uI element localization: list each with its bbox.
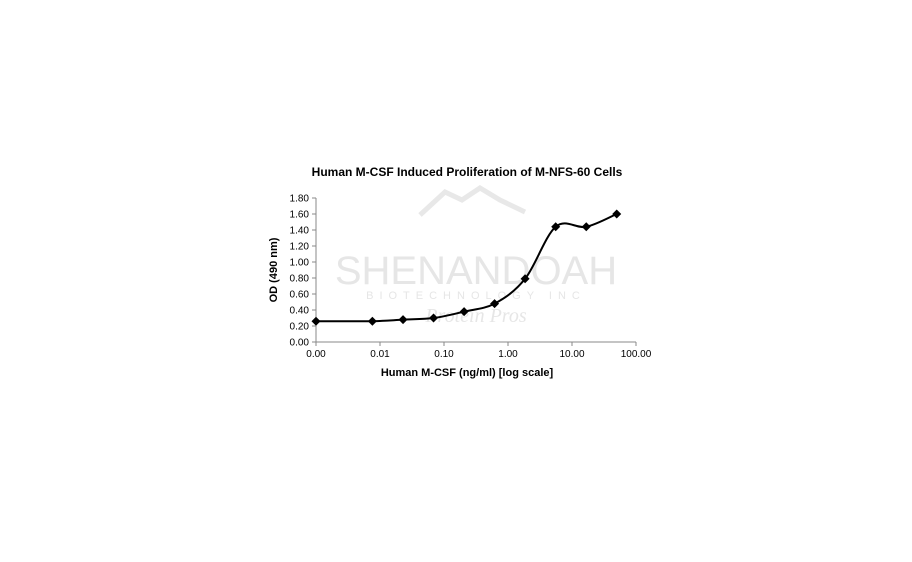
x-tick-label: 0.01 — [370, 349, 390, 360]
watermark-mountain-icon — [418, 185, 527, 217]
x-tick-label: 100.00 — [621, 349, 652, 360]
y-tick-label: 1.60 — [290, 210, 310, 221]
series-line — [315, 213, 618, 323]
data-point — [367, 316, 377, 326]
data-point — [551, 222, 561, 232]
x-tick-label: 0.00 — [306, 349, 326, 360]
x-tick-label: 0.10 — [434, 349, 454, 360]
watermark-sub: BIOTECHNOLOGY INC — [366, 290, 586, 302]
data-point — [429, 313, 439, 323]
x-axis-label: Human M-CSF (ng/ml) [log scale] — [381, 367, 554, 379]
chart-title: Human M-CSF Induced Proliferation of M-N… — [312, 165, 623, 179]
x-tick-label: 10.00 — [559, 349, 584, 360]
y-tick-label: 1.20 — [290, 242, 310, 253]
watermark-tagline: Protein Pros — [424, 305, 527, 327]
x-tick-label: 1.00 — [498, 349, 518, 360]
y-tick-label: 0.80 — [290, 274, 310, 285]
y-tick-label: 0.00 — [290, 338, 310, 349]
data-point — [581, 222, 591, 232]
data-point — [398, 315, 408, 325]
y-axis-label: OD (490 nm) — [268, 237, 280, 302]
y-tick-label: 0.60 — [290, 290, 310, 301]
data-point — [490, 299, 500, 309]
watermark-name: SHENANDOAH — [335, 249, 617, 293]
data-point — [311, 316, 321, 326]
y-tick-label: 0.20 — [290, 322, 310, 333]
y-tick-label: 1.80 — [290, 194, 310, 205]
data-point — [459, 307, 469, 317]
watermark: SHENANDOAH BIOTECHNOLOGY INC Protein Pro… — [335, 185, 617, 327]
y-tick-label: 1.40 — [290, 226, 310, 237]
data-point — [612, 209, 622, 219]
data-point — [520, 274, 530, 284]
y-tick-label: 0.40 — [290, 306, 310, 317]
y-tick-label: 1.00 — [290, 258, 310, 269]
